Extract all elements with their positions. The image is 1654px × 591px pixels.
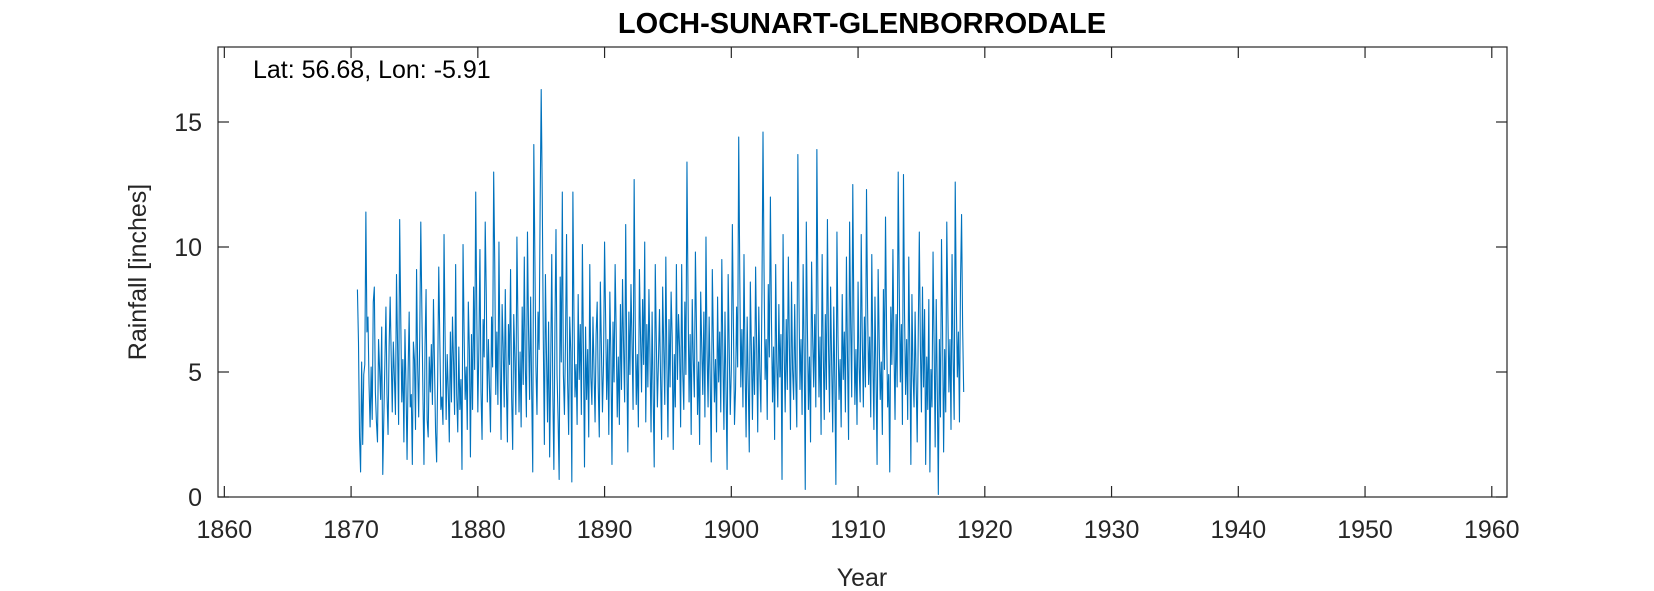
- chart-title: LOCH-SUNART-GLENBORRODALE: [618, 8, 1106, 40]
- y-tick-label: 15: [174, 109, 202, 137]
- location-annotation: Lat: 56.68, Lon: -5.91: [253, 56, 491, 84]
- x-tick-label: 1950: [1337, 516, 1393, 544]
- rainfall-series-line: [356, 88, 965, 496]
- plot-frame: [217, 46, 1508, 498]
- x-tick-label: 1870: [323, 516, 379, 544]
- series-layer: [356, 88, 965, 496]
- x-tick-label: 1940: [1210, 516, 1266, 544]
- x-tick-label: 1860: [197, 516, 253, 544]
- x-tick-label: 1900: [704, 516, 760, 544]
- x-tick-label: 1910: [830, 516, 886, 544]
- x-tick-label: 1960: [1464, 516, 1520, 544]
- plot-axes: 1860 1870 1880 1890 1900 1910 1920 1930 1940 1950…: [174, 46, 1520, 544]
- x-tick-label: 1920: [957, 516, 1013, 544]
- x-tick-label: 1890: [577, 516, 633, 544]
- y-tick-label: 5: [188, 359, 202, 387]
- x-tick-label: 1930: [1084, 516, 1140, 544]
- y-tick-label: 10: [174, 234, 202, 262]
- y-axis-label: Rainfall [inches]: [124, 184, 152, 360]
- x-tick-label: 1880: [450, 516, 506, 544]
- y-tick-label: 0: [188, 484, 202, 512]
- x-axis-label: Year: [837, 564, 888, 591]
